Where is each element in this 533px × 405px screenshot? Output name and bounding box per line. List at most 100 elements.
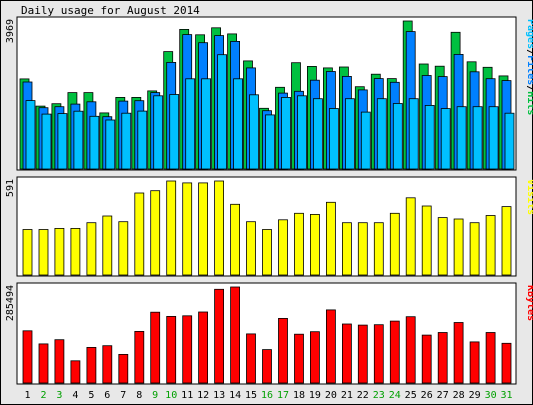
bar-kbytes-day-25 (405, 316, 416, 384)
bar-visits-day-24 (389, 212, 400, 276)
bar-visits-day-4 (70, 227, 81, 276)
bar-visits-day-17 (278, 219, 288, 276)
bar-kbytes-day-11 (182, 315, 193, 384)
bar-pages-day-15 (249, 94, 259, 170)
x-tick-label-day-22: 22 (357, 390, 369, 401)
bar-kbytes-day-31 (501, 342, 512, 384)
x-tick-label-day-11: 11 (181, 390, 193, 401)
legend-kbytes: KBytes (525, 285, 533, 321)
bar-kbytes-day-18 (294, 333, 304, 384)
bar-visits-day-10 (166, 180, 177, 276)
bar-kbytes-day-17 (278, 317, 288, 384)
bar-visits-day-13 (214, 180, 225, 276)
y-max-label-kbytes: 285494 (5, 285, 16, 321)
legend-part-2: Files (525, 55, 533, 85)
bar-kbytes-day-4 (70, 360, 81, 384)
x-tick-label-day-10: 10 (165, 390, 177, 401)
bar-visits-day-6 (102, 215, 113, 276)
x-tick-label-day-25: 25 (405, 390, 417, 401)
bar-visits-day-1 (22, 229, 33, 276)
bar-kbytes-day-12 (198, 311, 209, 384)
bar-pages-day-23 (376, 98, 387, 170)
bar-pages-day-26 (424, 105, 435, 170)
bar-visits-day-26 (421, 205, 432, 276)
legend-part-0: KBytes (525, 285, 533, 321)
x-tick-label-day-5: 5 (88, 390, 94, 401)
legend-visits: Visits (525, 179, 533, 215)
bar-visits-day-30 (485, 215, 496, 276)
bar-visits-day-20 (325, 201, 336, 276)
bar-visits-day-2 (38, 229, 49, 276)
bar-kbytes-day-30 (485, 332, 496, 384)
bar-kbytes-day-1 (22, 330, 33, 384)
bar-kbytes-day-27 (437, 332, 448, 384)
legend-part-1: / (525, 49, 533, 55)
bar-visits-day-16 (262, 229, 272, 276)
bar-kbytes-day-6 (102, 345, 113, 384)
x-tick-label-day-15: 15 (245, 390, 257, 401)
bar-visits-day-11 (182, 182, 193, 276)
bar-kbytes-day-8 (134, 330, 145, 384)
bar-pages-day-14 (233, 78, 244, 170)
bar-pages-day-17 (281, 97, 291, 170)
bar-pages-day-25 (408, 98, 419, 170)
x-tick-label-day-8: 8 (136, 390, 142, 401)
bar-visits-day-25 (405, 197, 416, 276)
x-tick-label-day-16: 16 (261, 390, 273, 401)
x-tick-label-day-6: 6 (104, 390, 110, 401)
x-tick-label-day-21: 21 (341, 390, 353, 401)
y-max-label-visits: 591 (5, 179, 16, 197)
bar-kbytes-day-24 (389, 320, 400, 384)
x-tick-label-day-27: 27 (437, 390, 449, 401)
bar-kbytes-day-19 (309, 331, 320, 384)
bar-visits-day-15 (246, 221, 256, 276)
bar-pages-day-27 (440, 108, 451, 170)
x-tick-label-day-3: 3 (56, 390, 62, 401)
bar-visits-day-27 (437, 217, 448, 276)
bar-kbytes-day-10 (166, 315, 177, 384)
legend-usage: Pages/Files/Hits (525, 19, 533, 115)
bar-pages-day-3 (57, 113, 68, 170)
legend-part-0: Pages (525, 19, 533, 49)
x-tick-label-day-26: 26 (421, 390, 433, 401)
bar-pages-day-4 (73, 110, 84, 170)
bar-pages-day-24 (392, 103, 403, 170)
x-tick-label-day-31: 31 (500, 390, 512, 401)
bar-pages-day-22 (360, 111, 371, 170)
bar-visits-day-8 (134, 192, 145, 276)
bar-pages-day-9 (153, 95, 164, 170)
bar-kbytes-day-14 (230, 286, 241, 384)
x-tick-label-day-20: 20 (325, 390, 337, 401)
bar-pages-day-10 (169, 94, 180, 170)
bar-visits-day-5 (86, 222, 97, 276)
bar-kbytes-day-9 (150, 311, 161, 384)
x-tick-label-day-30: 30 (485, 390, 497, 401)
x-tick-label-day-7: 7 (120, 390, 126, 401)
x-tick-label-day-14: 14 (229, 390, 241, 401)
bar-kbytes-day-2 (38, 343, 49, 384)
bar-visits-day-29 (469, 222, 480, 276)
bar-kbytes-day-22 (357, 324, 368, 384)
bar-visits-day-28 (453, 218, 464, 276)
bar-kbytes-day-15 (246, 333, 256, 384)
bar-pages-day-5 (89, 115, 100, 170)
bar-pages-day-28 (456, 106, 467, 170)
bar-pages-day-8 (137, 110, 148, 170)
x-tick-label-day-2: 2 (40, 390, 46, 401)
bar-pages-day-12 (201, 78, 212, 170)
bar-visits-day-21 (341, 222, 352, 276)
legend-part-0: Visits (525, 179, 533, 215)
bar-kbytes-day-20 (325, 309, 336, 384)
bar-kbytes-day-28 (453, 322, 464, 384)
legend-part-4: Hits (525, 91, 533, 115)
x-tick-label-day-24: 24 (389, 390, 401, 401)
bar-kbytes-day-23 (373, 324, 384, 384)
bar-pages-day-31 (504, 112, 515, 170)
bar-visits-day-9 (150, 190, 161, 276)
legend-part-3: / (525, 85, 533, 91)
bar-kbytes-day-29 (469, 341, 480, 384)
bar-pages-day-19 (312, 98, 323, 170)
x-tick-label-day-18: 18 (293, 390, 305, 401)
bar-visits-day-3 (54, 227, 65, 276)
